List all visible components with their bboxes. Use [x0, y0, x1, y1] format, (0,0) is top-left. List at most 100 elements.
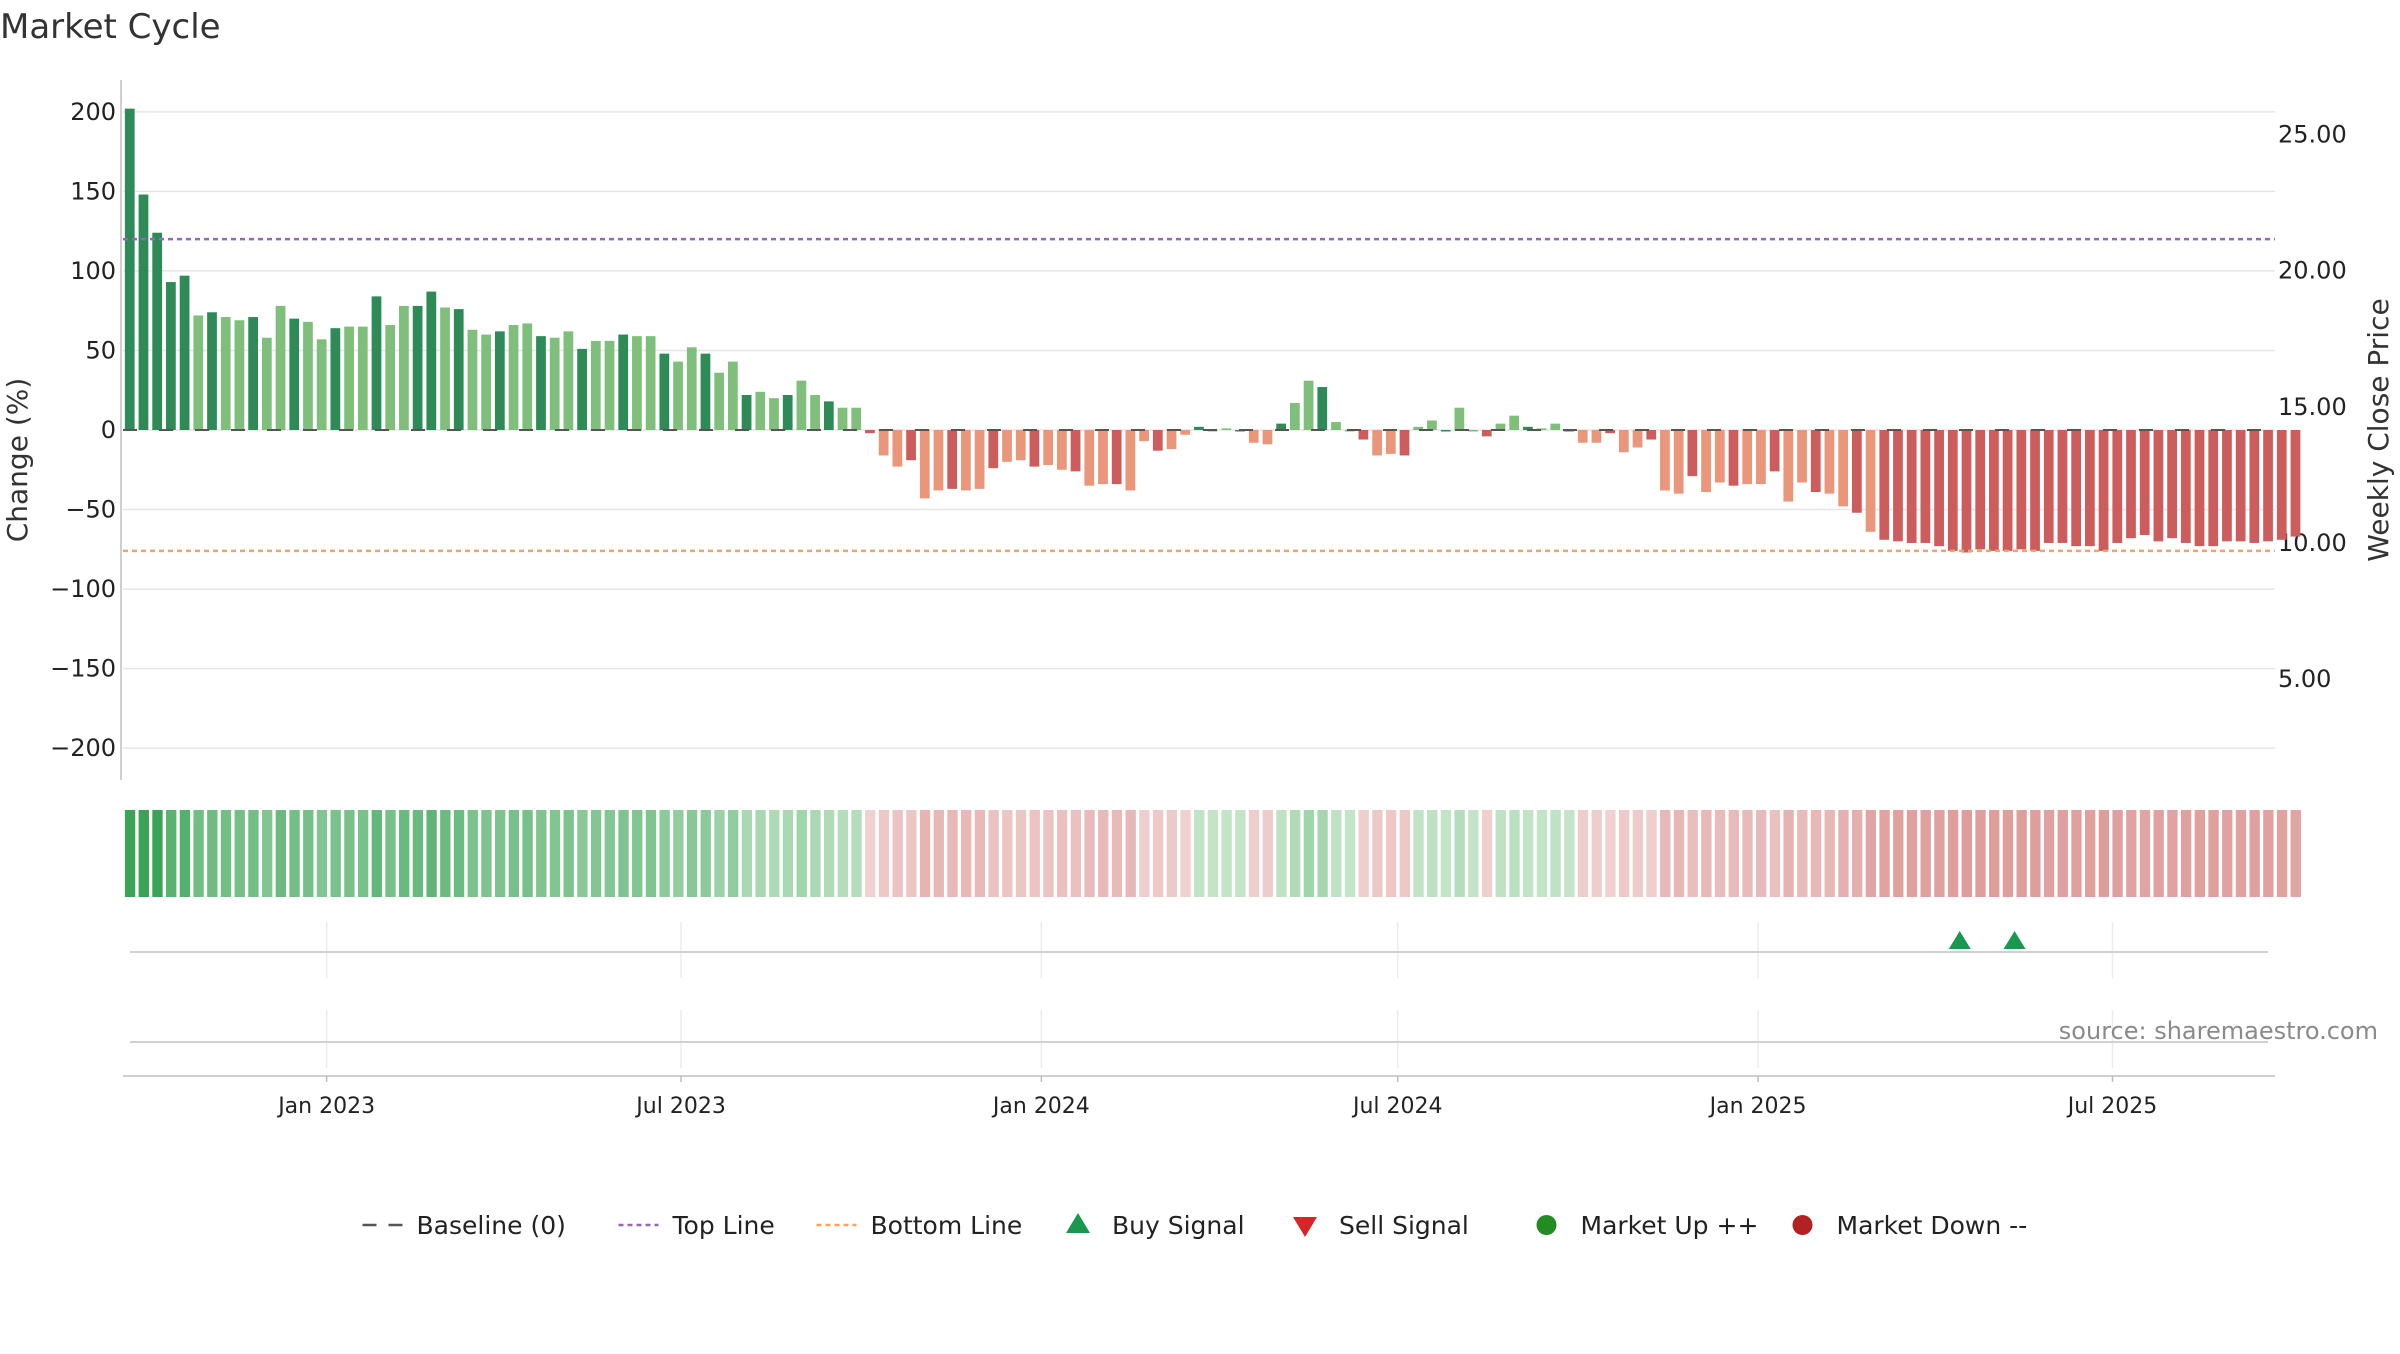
bar — [2098, 430, 2109, 551]
bar — [1687, 430, 1698, 477]
legend-item-sell-signal: Sell Signal — [1293, 1211, 1469, 1240]
band-cell — [124, 810, 136, 897]
legend-marker-circle — [1792, 1215, 1813, 1235]
bar — [645, 336, 656, 430]
band-cell — [1262, 810, 1273, 897]
legend-item-market-up: Market Up ++ — [1536, 1211, 1758, 1240]
y-axis-label: Change (%) — [1, 378, 34, 543]
band-cell — [2263, 810, 2274, 897]
bar — [2235, 430, 2246, 542]
bar — [522, 323, 533, 430]
band-cell — [2153, 810, 2164, 897]
bar — [1756, 430, 1766, 485]
band-cell — [659, 810, 670, 897]
bar — [1728, 430, 1739, 486]
legend-label: Sell Signal — [1339, 1211, 1469, 1240]
band-cell — [330, 810, 341, 897]
bar — [193, 315, 204, 430]
bar — [2043, 430, 2054, 543]
band-cell — [714, 810, 725, 897]
bar — [385, 325, 396, 430]
band-cell — [1975, 810, 1986, 897]
band-cell — [1056, 810, 1068, 897]
band-cell — [700, 810, 711, 897]
y-tick-label: −200 — [50, 734, 116, 762]
bar — [1810, 430, 1821, 493]
bar — [1098, 430, 1108, 485]
bar — [1947, 430, 1958, 551]
bar — [220, 317, 231, 430]
band-cell — [1783, 810, 1794, 897]
band-cell — [412, 810, 424, 897]
legend-item-baseline-0: Baseline (0) — [362, 1211, 566, 1240]
band-cell — [1125, 810, 1136, 897]
bar — [1385, 430, 1396, 454]
band-cell — [166, 810, 177, 897]
band-cell — [851, 810, 862, 897]
bars — [124, 108, 2301, 553]
y-tick-label: −50 — [65, 496, 116, 524]
band-cell — [1043, 810, 1054, 897]
bar — [1851, 430, 1862, 513]
bar — [399, 305, 409, 430]
bar — [1632, 430, 1643, 448]
band-cell — [2139, 810, 2151, 897]
y-tick-label: 200 — [70, 98, 116, 126]
bar — [755, 391, 766, 430]
bar — [2290, 430, 2301, 537]
band-cell — [138, 810, 149, 897]
bar — [590, 340, 601, 430]
x-tick-label: Jan 2025 — [1708, 1094, 1807, 1119]
band-cell — [728, 810, 739, 897]
band-cell — [645, 810, 657, 897]
bar — [1797, 430, 1807, 483]
band-cell — [275, 810, 287, 897]
band-cell — [481, 810, 492, 897]
y-tick-label: 0 — [101, 416, 116, 444]
bar — [1577, 430, 1588, 443]
band-cell — [947, 810, 958, 897]
band-cell — [1221, 810, 1232, 897]
band-cell — [618, 810, 629, 897]
band-cell — [632, 810, 643, 897]
band-cell — [522, 810, 533, 897]
band-cell — [604, 810, 615, 897]
band-cell — [2112, 810, 2123, 897]
band-cell — [2194, 810, 2205, 897]
bar — [1111, 430, 1122, 485]
band-cell — [357, 810, 369, 897]
band-cell — [1303, 810, 1315, 897]
bar — [453, 309, 464, 430]
band-cell — [399, 810, 410, 897]
bar — [1166, 430, 1177, 450]
band-cell — [1111, 810, 1123, 897]
bar — [494, 331, 505, 430]
band-cell — [152, 810, 163, 897]
bar — [1221, 428, 1232, 430]
band-cell — [878, 810, 890, 897]
bar — [1317, 387, 1328, 430]
bar — [2030, 430, 2040, 551]
bar — [1536, 428, 1547, 430]
band-cell — [536, 810, 547, 897]
band-cell — [1618, 810, 1630, 897]
y2-axis-label: Weekly Close Price — [2362, 298, 2395, 561]
bar — [2167, 430, 2177, 539]
band-cell — [220, 810, 232, 897]
bar — [782, 395, 793, 430]
bar — [248, 317, 259, 430]
bar — [878, 430, 889, 456]
band-cell — [769, 810, 780, 897]
legend-label: Buy Signal — [1112, 1211, 1245, 1240]
buy-signal-marker — [1948, 931, 1971, 949]
y2-tick-label: 15.00 — [2278, 393, 2347, 421]
bar — [1029, 430, 1040, 467]
band-cell — [1166, 810, 1177, 897]
band-cell — [549, 810, 561, 897]
band-cell — [1015, 810, 1027, 897]
bar — [412, 305, 423, 430]
bar — [1152, 430, 1163, 451]
bar — [207, 312, 217, 430]
band-cell — [193, 810, 204, 897]
bar — [2016, 430, 2027, 550]
